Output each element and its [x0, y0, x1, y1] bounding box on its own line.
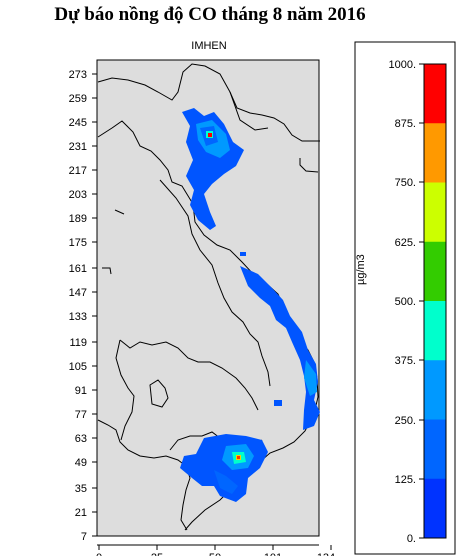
x-axis	[97, 544, 332, 550]
legend-level-label: 750.	[395, 177, 416, 189]
y-tick-label: 259	[69, 93, 87, 105]
legend-level-label: 625.	[395, 237, 416, 249]
y-tick-label: 21	[75, 507, 87, 519]
x-tick-labels: 0 25 50 101 134	[96, 552, 335, 556]
y-tick-label: 175	[69, 237, 87, 249]
y-tick-label: 161	[69, 263, 87, 275]
chart-title: Dự báo nồng độ CO tháng 8 năm 2016	[54, 4, 366, 25]
y-tick-label: 119	[69, 337, 87, 349]
co-concentration-patches	[180, 108, 320, 502]
y-tick-label: 7	[81, 531, 87, 543]
legend-band	[424, 478, 446, 539]
y-tick-label: 147	[69, 287, 87, 299]
legend-ticks	[419, 63, 424, 539]
y-tick-label: 35	[75, 483, 87, 495]
legend-unit-label: µg/m3	[355, 254, 367, 285]
legend-band	[424, 241, 446, 302]
legend-band	[424, 64, 446, 124]
x-tick-label: 50	[209, 552, 221, 556]
x-tick-label: 134	[317, 552, 335, 556]
legend-band	[424, 123, 446, 183]
y-tick-labels: 273 259 245 231 217 203 189 175 161 147 …	[69, 69, 87, 543]
x-tick-label: 0	[96, 552, 102, 556]
legend-level-label: 0.	[407, 533, 416, 545]
y-tick-label: 49	[75, 457, 87, 469]
legend-level-label: 875.	[395, 118, 416, 130]
legend-band	[424, 301, 446, 361]
y-axis	[92, 60, 98, 537]
y-tick-label: 91	[75, 385, 87, 397]
legend-band	[424, 360, 446, 420]
legend-color-bar	[424, 64, 446, 539]
legend-level-label: 125.	[395, 474, 416, 486]
y-tick-label: 105	[69, 361, 87, 373]
legend-level-label: 375.	[395, 355, 416, 367]
y-tick-label: 189	[69, 213, 87, 225]
y-tick-label: 63	[75, 433, 87, 445]
legend-level-label: 500.	[395, 296, 416, 308]
legend-labels: 1000. 875. 750. 625. 500. 375. 250. 125.…	[388, 59, 416, 545]
y-tick-label: 217	[69, 165, 87, 177]
y-tick-label: 203	[69, 189, 87, 201]
legend-band	[424, 182, 446, 243]
map-subtitle: IMHEN	[191, 40, 227, 52]
x-tick-label: 101	[264, 552, 282, 556]
y-tick-label: 77	[75, 409, 87, 421]
legend-level-label: 1000.	[388, 59, 416, 71]
y-tick-label: 245	[69, 117, 87, 129]
legend-band	[424, 419, 446, 480]
y-tick-label: 231	[69, 141, 87, 153]
y-tick-label: 273	[69, 69, 87, 81]
x-tick-label: 25	[151, 552, 163, 556]
y-tick-label: 133	[69, 311, 87, 323]
legend-level-label: 250.	[395, 415, 416, 427]
